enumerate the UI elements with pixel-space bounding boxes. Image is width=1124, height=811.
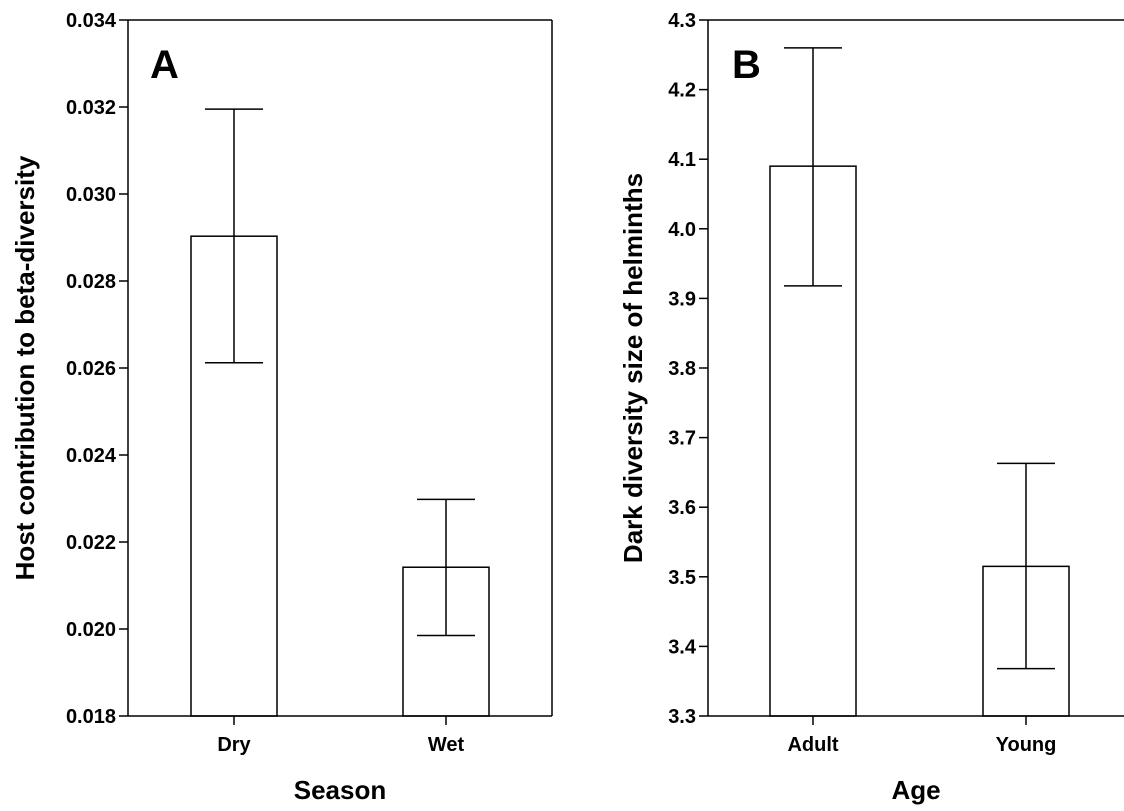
y-tick-label: 3.4 bbox=[668, 636, 697, 658]
y-tick-label: 0.028 bbox=[66, 271, 116, 293]
y-tick-label: 0.032 bbox=[66, 97, 116, 119]
y-tick-label: 0.018 bbox=[66, 706, 116, 728]
panel-label: A bbox=[150, 43, 179, 87]
chart-panel-a: 0.018 0.020 0.022 0.024 0.026 0.028 0.030 0.032… bbox=[10, 10, 553, 805]
chart-panel-b: 3.3 3.4 3.5 3.6 3.7 3.8 3.9 4.0 4.1 4.2 4.3 Adult Yo… bbox=[618, 10, 1124, 805]
error-bar-young bbox=[997, 462, 1055, 670]
x-tick-label-dry: Dry bbox=[217, 734, 251, 756]
y-tick-label: 0.022 bbox=[66, 532, 116, 554]
y-tick-label: 0.020 bbox=[66, 619, 116, 641]
y-tick-label: 0.030 bbox=[66, 184, 116, 206]
x-tick-label-young: Young bbox=[996, 734, 1057, 756]
y-tick-label: 3.6 bbox=[668, 497, 696, 519]
y-tick-label: 0.026 bbox=[66, 358, 116, 380]
x-axis-title: Season bbox=[294, 775, 387, 805]
y-axis-title: Host contribution to beta-diversity bbox=[10, 155, 40, 580]
y-axis-title: Dark diversity size of helminths bbox=[618, 173, 648, 563]
x-tick-label-wet: Wet bbox=[428, 734, 465, 756]
error-bar-dry bbox=[205, 108, 263, 364]
y-tick-label: 3.5 bbox=[668, 567, 696, 589]
y-tick-label: 4.3 bbox=[668, 10, 696, 32]
y-tick-label: 0.034 bbox=[66, 10, 117, 32]
x-axis-title: Age bbox=[891, 775, 940, 805]
y-tick-label: 3.8 bbox=[668, 358, 696, 380]
x-tick-label-adult: Adult bbox=[787, 734, 838, 756]
y-tick-label: 4.2 bbox=[668, 80, 696, 102]
y-tick-label: 3.3 bbox=[668, 706, 696, 728]
y-tick-label: 3.7 bbox=[668, 428, 696, 450]
error-bar-adult bbox=[784, 47, 842, 287]
panel-label: B bbox=[732, 43, 761, 87]
y-tick-label: 3.9 bbox=[668, 288, 696, 310]
y-tick-label: 0.024 bbox=[66, 445, 117, 467]
error-bar-wet bbox=[417, 498, 475, 637]
y-tick-label: 4.1 bbox=[668, 149, 696, 171]
y-tick-label: 4.0 bbox=[668, 219, 696, 241]
